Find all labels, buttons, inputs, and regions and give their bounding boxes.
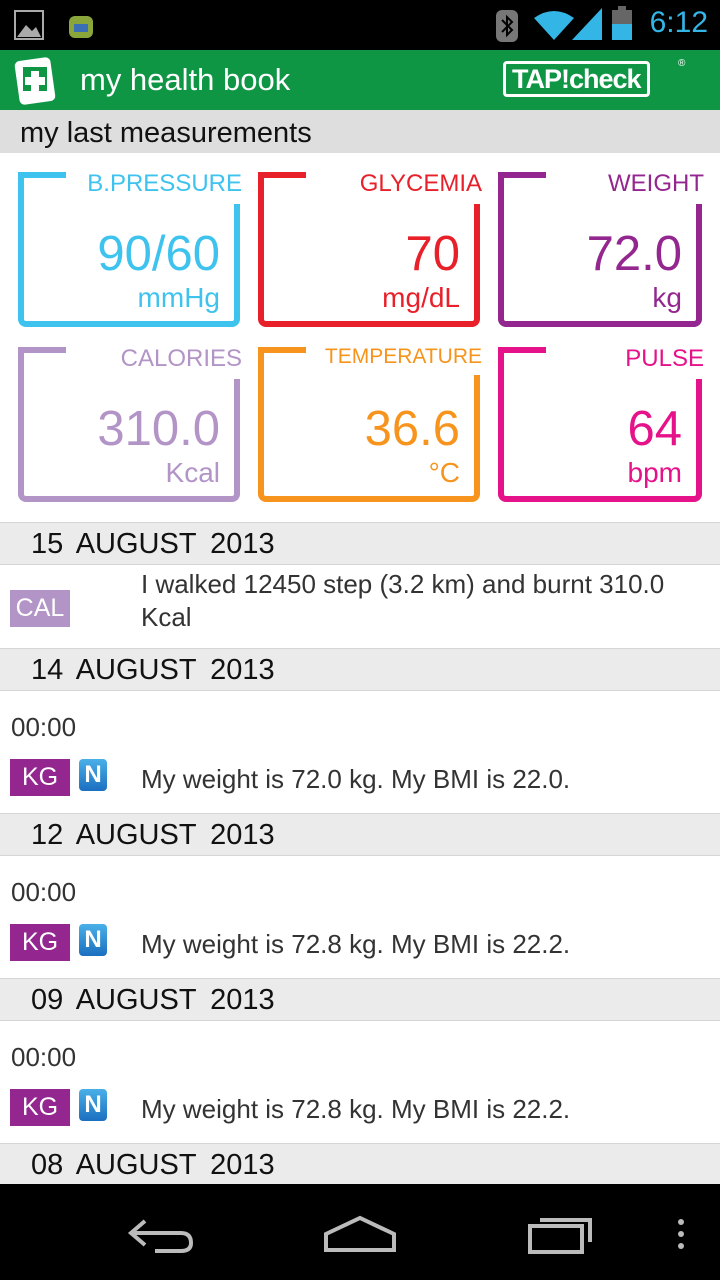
- date-header: 08 AUGUST 2013: [0, 1143, 720, 1186]
- measurement-value: 310.0: [97, 402, 220, 456]
- date-header: 15 AUGUST 2013: [0, 522, 720, 565]
- entry-type-badge: KG: [10, 1089, 70, 1126]
- measurement-value: 36.6: [364, 402, 460, 456]
- clipboard-medical-icon[interactable]: [13, 53, 61, 107]
- measurement-label: WEIGHT: [600, 168, 704, 204]
- measurement-value: 64: [627, 402, 682, 456]
- recent-apps-icon[interactable]: [526, 1212, 596, 1256]
- wifi-icon: [534, 11, 574, 40]
- bluetooth-icon: [496, 10, 518, 42]
- measurement-card-calories[interactable]: CALORIES 310.0 Kcal: [18, 343, 242, 502]
- home-icon[interactable]: [322, 1214, 398, 1254]
- date-header: 14 AUGUST 2013: [0, 648, 720, 691]
- measurement-unit: Kcal: [165, 457, 220, 488]
- measurement-label: GLYCEMIA: [351, 168, 482, 204]
- nfc-icon: N: [79, 1089, 107, 1121]
- measurement-label: TEMPERATURE: [316, 343, 482, 375]
- entry-type-badge: KG: [10, 924, 70, 961]
- entry-text: My weight is 72.8 kg. My BMI is 22.2.: [141, 929, 571, 959]
- battery-icon: [612, 6, 632, 40]
- measurement-card-temperature[interactable]: TEMPERATURE 36.6 °C: [258, 343, 482, 502]
- entry-type-badge: KG: [10, 759, 70, 796]
- entry-text: I walked 12450 step (3.2 km) and burnt 3…: [141, 569, 665, 632]
- measurement-card-weight[interactable]: WEIGHT 72.0 kg: [498, 168, 704, 327]
- section-header: my last measurements: [0, 110, 720, 153]
- date-header: 09 AUGUST 2013: [0, 978, 720, 1021]
- measurement-label: PULSE: [617, 343, 704, 379]
- entry-time: 00:00: [11, 712, 77, 742]
- measurement-unit: mmHg: [137, 282, 220, 313]
- measurement-value: 70: [405, 227, 460, 281]
- measurement-card-pulse[interactable]: PULSE 64 bpm: [498, 343, 704, 502]
- measurement-label: CALORIES: [112, 343, 242, 379]
- menu-icon[interactable]: [676, 1218, 686, 1252]
- navigation-bar: [0, 1184, 720, 1280]
- measurement-label: B.PRESSURE: [79, 168, 242, 204]
- entry-type-badge: CAL: [10, 590, 70, 627]
- entry-time: 00:00: [11, 877, 77, 907]
- measurement-value: 72.0: [586, 227, 682, 281]
- status-bar: 6:12: [0, 0, 720, 50]
- clock: 6:12: [649, 6, 708, 39]
- measurement-unit: mg/dL: [382, 282, 460, 313]
- android-icon: [69, 16, 93, 38]
- date-header: 12 AUGUST 2013: [0, 813, 720, 856]
- entry-text: My weight is 72.0 kg. My BMI is 22.0.: [141, 764, 571, 794]
- registered-mark: ®: [678, 58, 686, 69]
- nfc-icon: N: [79, 759, 107, 791]
- measurement-card-bpressure[interactable]: B.PRESSURE 90/60 mmHg: [18, 168, 242, 327]
- nfc-icon: N: [79, 924, 107, 956]
- back-icon[interactable]: [125, 1215, 195, 1255]
- measurement-value: 90/60: [97, 227, 220, 281]
- entry-time: 00:00: [11, 1042, 77, 1072]
- measurement-unit: kg: [652, 282, 682, 313]
- app-title: my health book: [80, 62, 291, 97]
- signal-icon: [572, 8, 602, 40]
- measurement-unit: bpm: [627, 457, 682, 488]
- tapcheck-logo: TAP!check: [503, 61, 650, 97]
- picture-icon: [14, 10, 44, 40]
- entry-text: My weight is 72.8 kg. My BMI is 22.2.: [141, 1094, 571, 1124]
- measurement-unit: °C: [428, 457, 460, 488]
- measurement-card-glycemia[interactable]: GLYCEMIA 70 mg/dL: [258, 168, 482, 327]
- app-bar: my health book TAP!check ®: [0, 50, 720, 110]
